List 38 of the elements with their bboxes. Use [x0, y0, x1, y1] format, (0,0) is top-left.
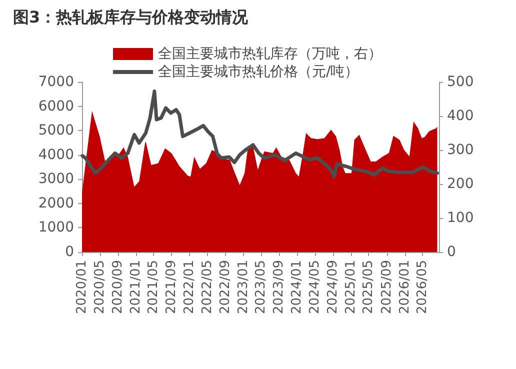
- x-tick-label: 2020/05: [92, 260, 108, 314]
- x-tick-label: 2021/05: [146, 260, 162, 314]
- y2-tick-label: 0: [447, 244, 456, 260]
- y-tick-label: 7000: [38, 74, 74, 90]
- x-tick-label: 2023/09: [272, 260, 287, 314]
- x-tick-label: 2021/09: [164, 260, 180, 314]
- y2-tick-label: 200: [447, 176, 474, 192]
- y-tick-label: 6000: [38, 98, 74, 114]
- x-tick-label: 2021/01: [128, 260, 144, 314]
- y-tick-label: 0: [65, 244, 74, 260]
- y-tick-label: 5000: [38, 122, 74, 139]
- x-tick-label: 2023/01: [236, 260, 251, 314]
- x-tick-label: 2022/09: [218, 260, 233, 314]
- x-tick-label: 2020/01: [74, 260, 90, 314]
- x-tick-label: 2023/05: [254, 260, 269, 314]
- x-tick-label: 2025/01: [344, 260, 359, 314]
- x-tick-label: 2026/05: [415, 260, 430, 314]
- x-tick-label: 2022/05: [200, 260, 215, 314]
- y2-tick-label: 100: [447, 210, 474, 226]
- y-tick-label: 4000: [38, 146, 74, 163]
- x-tick-label: 2024/05: [307, 260, 322, 314]
- y-tick-label: 1000: [38, 220, 74, 236]
- x-tick-label: 2020/09: [110, 260, 126, 314]
- x-tick-label: 2026/01: [397, 260, 412, 314]
- x-tick-label: 2025/09: [379, 260, 394, 314]
- x-tick-label: 2024/01: [290, 260, 305, 314]
- x-tick-label: 2025/05: [361, 260, 376, 314]
- chart-title: 图3：热轧板库存与价格变动情况: [13, 8, 250, 26]
- legend-label: 全国主要城市热轧库存（万吨，右）: [158, 46, 382, 62]
- x-tick-label: 2024/09: [326, 260, 341, 314]
- y2-tick-label: 400: [447, 108, 474, 124]
- y-tick-label: 2000: [38, 195, 74, 212]
- line-series: [80, 89, 439, 178]
- y2-tick-label: 500: [447, 74, 474, 90]
- y-tick-label: 3000: [38, 171, 74, 188]
- y2-tick-label: 300: [447, 142, 474, 158]
- legend-label: 全国主要城市热轧价格（元/吨）: [158, 64, 359, 80]
- x-tick-label: 2022/01: [182, 260, 198, 314]
